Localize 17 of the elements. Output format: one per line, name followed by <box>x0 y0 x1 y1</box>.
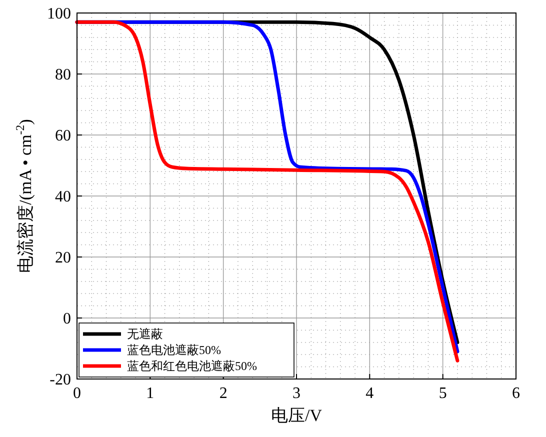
y-tick-label: 0 <box>63 310 71 328</box>
y-tick-label: 60 <box>55 128 71 145</box>
x-tick-label: 6 <box>512 385 520 402</box>
x-tick-label: 5 <box>438 385 447 402</box>
y-tick-label: 20 <box>55 250 71 267</box>
y-tick-label: 100 <box>47 6 71 23</box>
x-tick-label: 2 <box>219 385 228 402</box>
legend-label: 无遮蔽 <box>127 327 163 341</box>
legend-label: 蓝色和红色电池遮蔽50% <box>127 359 257 373</box>
x-tick-label: 3 <box>292 385 300 402</box>
y-tick-label: 40 <box>55 188 71 206</box>
x-axis-title: 电压/V <box>271 406 323 425</box>
x-tick-label: 4 <box>366 385 374 402</box>
x-tick-label: 1 <box>146 385 154 402</box>
y-tick-label: 80 <box>55 66 71 84</box>
legend-label: 蓝色电池遮蔽50% <box>127 343 221 357</box>
y-tick-label: -20 <box>50 372 71 389</box>
